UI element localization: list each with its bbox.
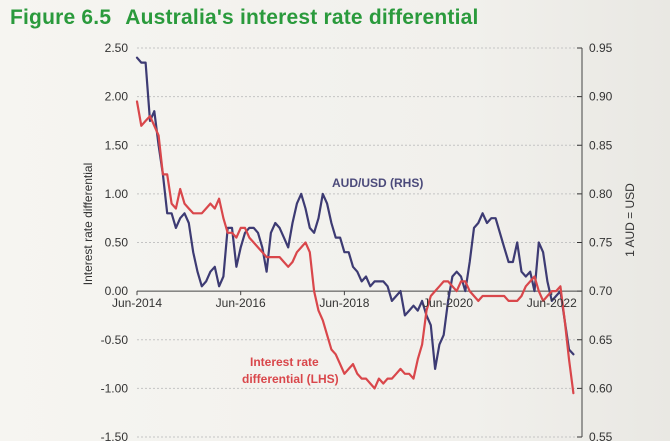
y-axis-left-title: Interest rate differential (81, 163, 95, 286)
y-right-tick-label: 0.85 (589, 138, 613, 152)
y-right-tick-label: 0.90 (589, 90, 613, 104)
y-axis-right-title: 1 AUD = USD (623, 183, 637, 257)
y-right-tick-label: 0.65 (589, 333, 613, 347)
y-right-tick-label: 0.60 (589, 381, 613, 395)
y-left-tick-label: -1.00 (101, 381, 129, 395)
y-left-tick-label: 1.50 (105, 138, 129, 152)
y-left-tick-label: -0.50 (101, 333, 129, 347)
y-right-tick-label: 0.55 (589, 430, 613, 441)
y-left-tick-label: -1.50 (101, 430, 129, 441)
y-right-tick-label: 0.95 (589, 41, 613, 55)
figure-number: Figure 6.5 (10, 6, 112, 29)
y-left-tick-label: 0.00 (105, 284, 129, 298)
axes (136, 47, 583, 438)
x-tick-label: Jun-2022 (527, 296, 577, 310)
interest-rate-annotation-line2: differential (LHS) (242, 372, 339, 386)
y-right-tick-label: 0.70 (589, 284, 613, 298)
figure-title: Figure 6.5 Australia's interest rate diff… (10, 6, 479, 30)
interest-rate-annotation-line1: Interest rate (250, 355, 319, 369)
x-tick-label: Jun-2020 (423, 296, 473, 310)
aud-usd-annotation: AUD/USD (RHS) (332, 176, 423, 190)
tick-labels: 2.50 2.00 1.50 1.00 0.50 0.00 -0.50 -1.00 -1.50 0… (101, 41, 613, 441)
x-tick-label: Jun-2018 (319, 296, 369, 310)
x-tick-label: Jun-2014 (112, 296, 162, 310)
y-right-tick-label: 0.75 (589, 236, 613, 250)
x-tick-label: Jun-2016 (216, 296, 266, 310)
y-left-tick-label: 1.00 (105, 187, 129, 201)
gridlines (137, 47, 582, 438)
y-left-tick-label: 2.50 (105, 41, 129, 55)
figure-title-text: Australia's interest rate differential (125, 6, 479, 29)
data-series (135, 56, 575, 395)
y-right-tick-label: 0.80 (589, 187, 613, 201)
aud-usd-line (135, 56, 575, 370)
y-left-tick-label: 2.00 (105, 90, 129, 104)
interest-rate-differential-line (135, 100, 575, 395)
y-left-tick-label: 0.50 (105, 236, 129, 250)
